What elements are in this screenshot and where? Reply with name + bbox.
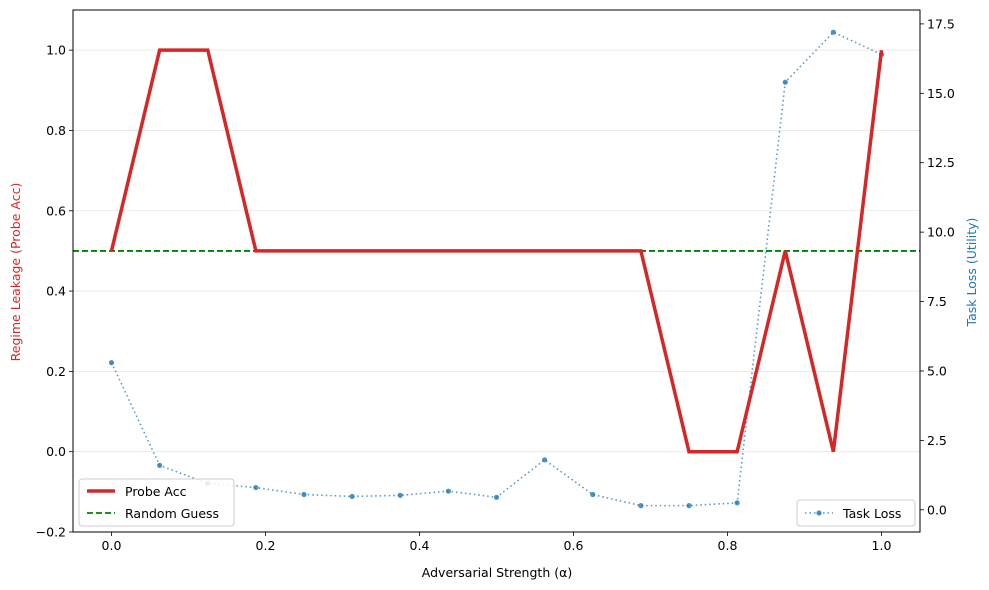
y-left-tick-label: 0.8 xyxy=(46,123,66,138)
y-right-tick-label: 15.0 xyxy=(927,86,955,101)
series-task-loss-line xyxy=(110,31,882,507)
grid-layer xyxy=(73,49,920,533)
y-right-axis-title: Task Loss (Utility) xyxy=(964,218,979,328)
task-loss-point xyxy=(542,457,548,463)
task-loss-point xyxy=(590,491,596,498)
y-right-tick-label: 12.5 xyxy=(927,155,955,170)
legend-left: Probe Acc Random Guess xyxy=(78,478,235,527)
y-left-tick-label: 0.4 xyxy=(46,284,66,299)
y-right-tick-label: 17.5 xyxy=(927,16,955,31)
y-left-tick-label: 0.0 xyxy=(46,444,66,459)
y-left-tick-label: 0.2 xyxy=(46,364,66,379)
y-right-tick-label: 5.0 xyxy=(927,363,947,378)
x-tick-label: 0.4 xyxy=(410,538,430,553)
x-tick-label: 1.0 xyxy=(872,538,892,553)
task-loss-point xyxy=(157,462,163,468)
legend-right: Task Loss xyxy=(796,499,916,527)
x-tick-label: 0.2 xyxy=(256,538,276,553)
plot-frame xyxy=(72,9,921,533)
y-left-tick-label: 0.6 xyxy=(46,203,66,218)
task-loss-point xyxy=(686,503,692,509)
y-right-tick-label: 2.5 xyxy=(927,433,947,448)
task-loss-point xyxy=(830,29,836,35)
task-loss-point xyxy=(734,500,740,506)
x-tick-label: 0.6 xyxy=(564,538,584,553)
y-right-tick-label: 7.5 xyxy=(927,294,947,309)
x-axis-title: Adversarial Strength (α) xyxy=(422,565,572,580)
y-left-tick-label: 1.0 xyxy=(46,43,66,58)
task-loss-point xyxy=(253,484,259,491)
y-right-tick-label: 10.0 xyxy=(927,225,955,240)
x-tick-label: 0.0 xyxy=(102,538,122,553)
ticks-layer: −0.2 0.0 0.2 0.4 0.6 0.8 1.0 0.0 2.5 5.0 7.5 10.0 12… xyxy=(36,16,955,553)
task-loss-point xyxy=(638,503,644,509)
legend-random-guess-label: Random Guess xyxy=(125,506,219,521)
task-loss-point xyxy=(493,494,500,500)
series-probe-acc-line xyxy=(109,48,884,454)
y-left-axis-title: Regime Leakage (Probe Acc) xyxy=(8,183,23,362)
legend-right-box xyxy=(796,499,916,527)
legend-task-loss-label: Task Loss xyxy=(842,506,901,521)
series-layer xyxy=(73,29,920,509)
legend-left-box xyxy=(78,478,235,527)
task-loss-point xyxy=(108,360,115,366)
legend-probe-acc-label: Probe Acc xyxy=(125,484,187,499)
task-loss-point xyxy=(397,492,403,498)
task-loss-point xyxy=(782,79,788,85)
task-loss-point xyxy=(301,491,307,498)
x-tick-label: 0.8 xyxy=(718,538,738,553)
task-loss-point xyxy=(445,488,451,494)
y-right-tick-label: 0.0 xyxy=(927,502,947,517)
y-left-tick-label: −0.2 xyxy=(36,525,66,540)
legend-task-loss-marker xyxy=(816,510,822,516)
task-loss-point xyxy=(349,493,355,500)
